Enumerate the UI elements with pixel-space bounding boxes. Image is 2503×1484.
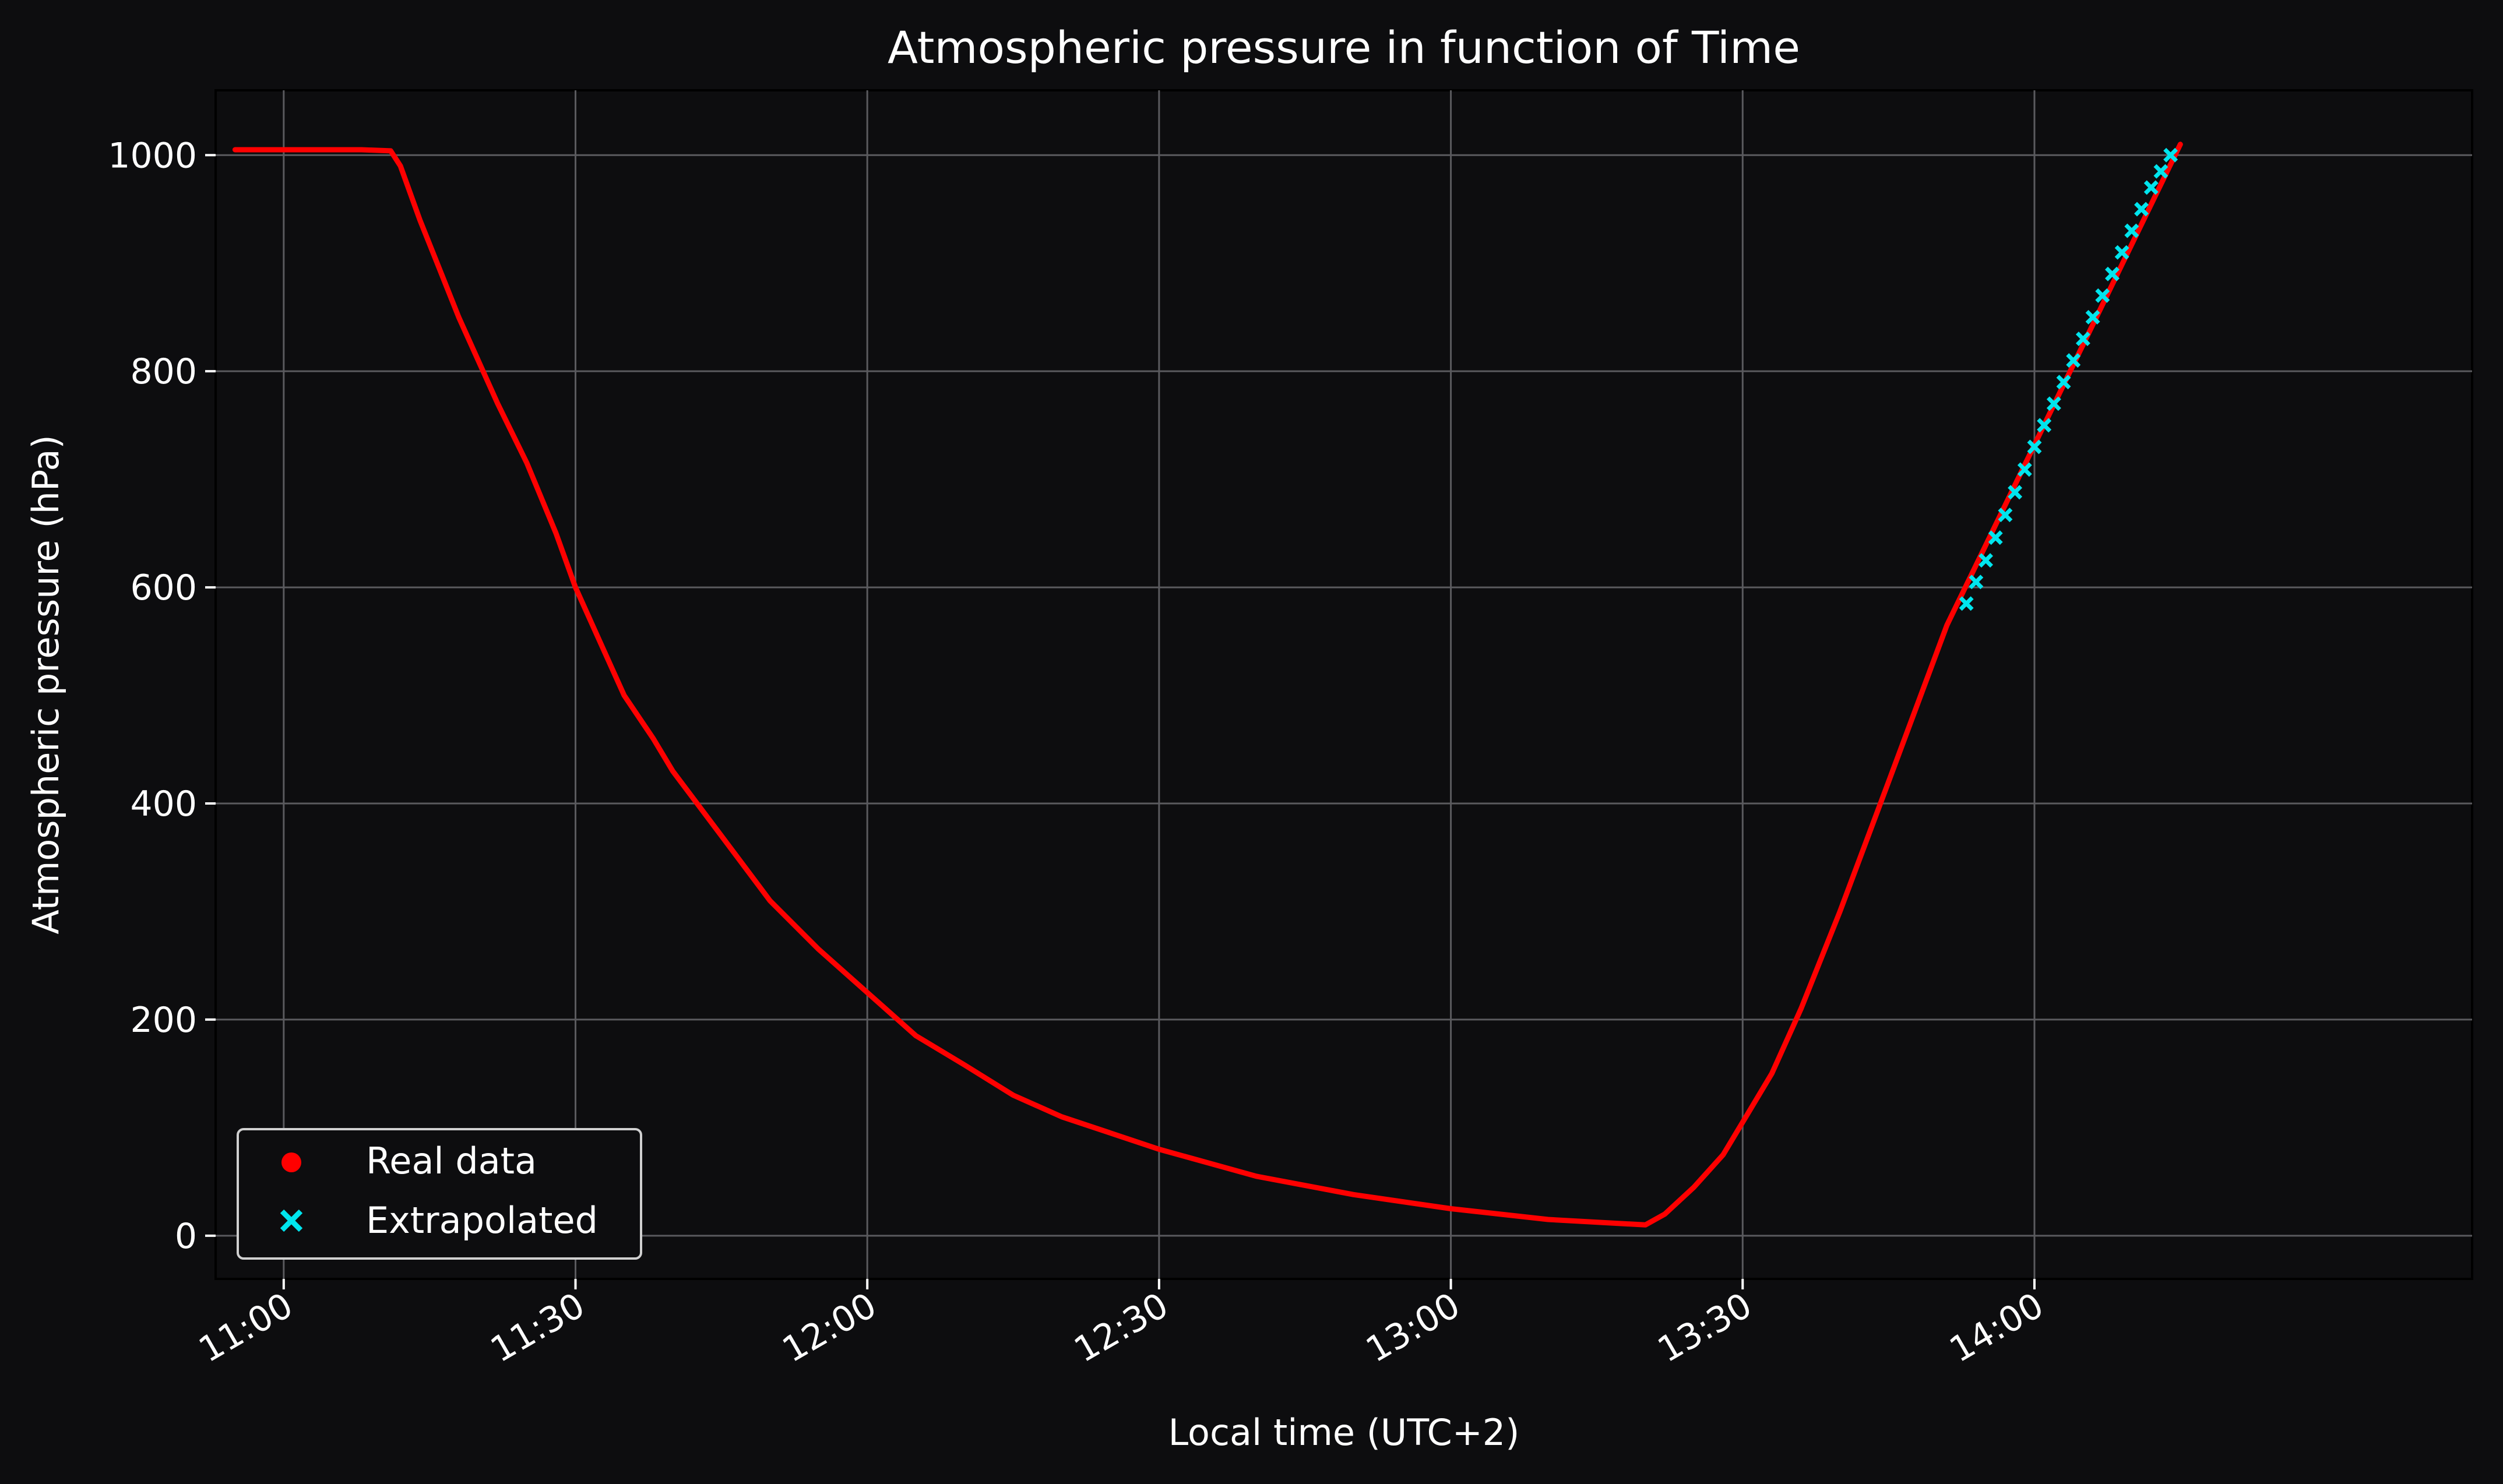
y-tick-label: 400	[130, 784, 197, 824]
extrapolated-point	[1959, 596, 1974, 611]
y-axis: 0 200 400 600 800 1000	[108, 135, 216, 1257]
legend-extrapolated-marker	[280, 1209, 303, 1232]
y-tick-label: 600	[130, 567, 197, 608]
extrapolated-point	[2017, 462, 2032, 477]
extrapolated-point	[1969, 574, 1984, 590]
extrapolated-point	[1998, 507, 2013, 523]
y-tick-label: 1000	[108, 135, 197, 176]
extrapolated-point	[2134, 202, 2149, 217]
extrapolated-point	[2114, 245, 2129, 260]
y-axis-label: Atmospheric pressure (hPa)	[24, 435, 67, 934]
extrapolated-point	[1979, 553, 1993, 568]
extrapolated-point	[2046, 396, 2061, 411]
y-tick-label: 0	[175, 1216, 197, 1257]
series-real-data-line	[232, 142, 2183, 1228]
legend-extrapolated-label: Extrapolated	[366, 1199, 598, 1242]
extrapolated-point	[2143, 180, 2159, 195]
legend-box	[237, 1128, 642, 1260]
extrapolated-point	[2027, 439, 2042, 454]
extrapolated-point	[2085, 309, 2100, 325]
extrapolated-point	[2163, 147, 2178, 163]
y-tick-label: 800	[130, 351, 197, 392]
extrapolated-point	[2037, 418, 2052, 433]
extrapolated-point	[2066, 353, 2081, 368]
legend-real-marker	[281, 1152, 301, 1172]
extrapolated-point	[2075, 332, 2090, 347]
extrapolated-point	[2095, 288, 2110, 303]
plot-area	[214, 89, 2473, 1280]
series-layer	[232, 142, 2183, 1228]
extrapolated-point	[2105, 266, 2120, 281]
y-tick-label: 200	[130, 1000, 197, 1041]
extrapolated-point	[2056, 375, 2071, 390]
extrapolated-point	[2153, 164, 2168, 179]
chart-title: Atmospheric pressure in function of Time	[888, 22, 1800, 73]
extrapolated-point	[1988, 530, 2003, 545]
extrapolated-point	[2008, 485, 2023, 500]
legend-real-label: Real data	[366, 1140, 537, 1182]
extrapolated-point	[2124, 223, 2139, 238]
x-axis-label: Local time (UTC+2)	[1168, 1411, 1520, 1454]
legend: Real data Extrapolated	[237, 1128, 642, 1260]
